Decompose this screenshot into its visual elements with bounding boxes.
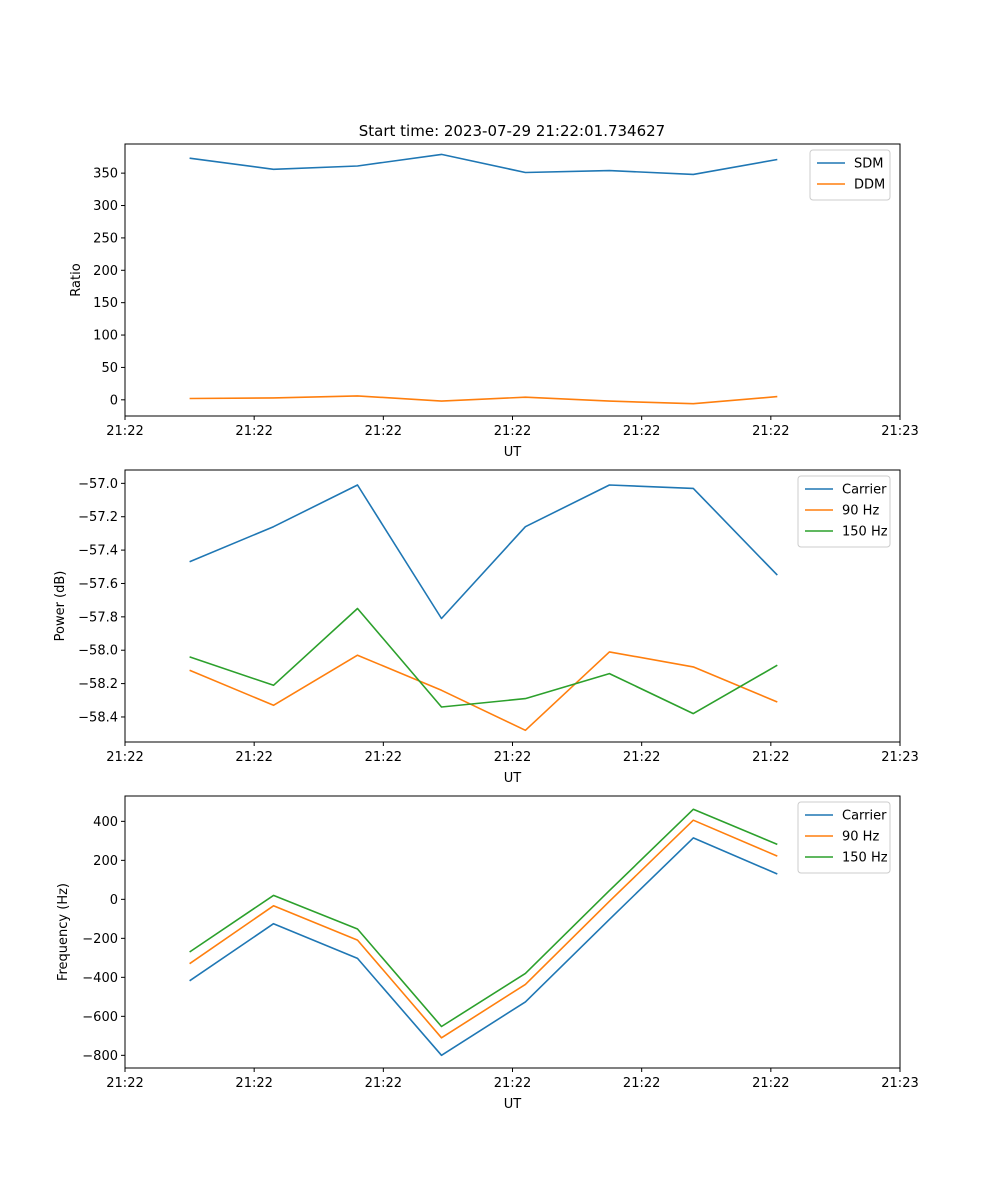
x-axis-label: UT <box>504 445 522 460</box>
y-tick-label: 0 <box>110 893 118 908</box>
figure-title: Start time: 2023-07-29 21:22:01.734627 <box>359 122 665 140</box>
x-tick-label: 21:23 <box>881 1076 918 1091</box>
y-axis-label: Ratio <box>69 263 84 296</box>
x-tick-label: 21:22 <box>106 424 143 439</box>
legend: SDM DDM <box>809 149 891 201</box>
x-tick-label: 21:22 <box>752 750 789 765</box>
series-line-carrier <box>189 484 778 620</box>
legend-label: Carrier <box>842 483 887 498</box>
legend-label: 150 Hz <box>842 851 888 866</box>
legend: Carrier 90 Hz 150 Hz <box>797 801 891 874</box>
y-axis-label: Frequency (Hz) <box>56 883 71 981</box>
x-tick-label: 21:23 <box>881 750 918 765</box>
x-tick-label: 21:23 <box>881 424 918 439</box>
legend-label: 90 Hz <box>842 504 879 519</box>
x-tick-label: 21:22 <box>494 750 531 765</box>
y-tick-label: 300 <box>93 199 118 214</box>
x-tick-label: 21:22 <box>235 750 272 765</box>
x-tick-label: 21:22 <box>106 750 143 765</box>
y-tick-label: 400 <box>93 815 118 830</box>
x-tick-label: 21:22 <box>752 424 789 439</box>
y-tick-label: −57.2 <box>78 510 118 525</box>
legend-label: SDM <box>854 157 883 172</box>
axes-frame <box>124 469 901 743</box>
subplot-2: 21:22 21:22 21:22 21:22 21:22 21:22 21:23 −58.4… <box>53 469 919 786</box>
y-tick-label: −57.8 <box>78 610 118 625</box>
y-tick-label: −400 <box>82 971 118 986</box>
legend-label: 90 Hz <box>842 830 879 845</box>
x-tick-label: 21:22 <box>106 1076 143 1091</box>
series-line-sdm <box>189 153 778 176</box>
y-tick-label: −58.0 <box>78 644 118 659</box>
y-tick-label: −800 <box>82 1049 118 1064</box>
series-line-ddm <box>189 395 778 405</box>
y-tick-label: −57.0 <box>78 477 118 492</box>
x-tick-label: 21:22 <box>365 424 402 439</box>
legend-label: Carrier <box>842 809 887 824</box>
legend-label: DDM <box>854 178 885 193</box>
y-tick-label: −57.6 <box>78 577 118 592</box>
subplot-1: 21:22 21:22 21:22 21:22 21:22 21:22 21:23 0 50 10… <box>69 143 919 460</box>
y-tick-label: −200 <box>82 932 118 947</box>
x-tick-label: 21:22 <box>494 424 531 439</box>
y-tick-label: −57.4 <box>78 544 118 559</box>
x-tick-label: 21:22 <box>235 424 272 439</box>
y-tick-label: −58.2 <box>78 677 118 692</box>
y-tick-label: 100 <box>93 329 118 344</box>
y-tick-label: 50 <box>101 361 118 376</box>
series-line-150-hz <box>189 808 778 1028</box>
y-tick-label: 250 <box>93 231 118 246</box>
x-tick-label: 21:22 <box>235 1076 272 1091</box>
y-tick-label: 200 <box>93 264 118 279</box>
plots-container: 21:22 21:22 21:22 21:22 21:22 21:22 21:23 0 50 10… <box>53 143 919 1112</box>
legend-box <box>797 801 891 874</box>
x-tick-label: 21:22 <box>365 750 402 765</box>
series-line-90-hz <box>189 651 778 732</box>
series-line-90-hz <box>189 819 778 1039</box>
x-tick-label: 21:22 <box>623 424 660 439</box>
y-tick-label: 0 <box>110 393 118 408</box>
y-axis-label: Power (dB) <box>53 571 68 642</box>
subplot-3: 21:22 21:22 21:22 21:22 21:22 21:22 21:23 −800 −… <box>56 795 919 1112</box>
x-tick-label: 21:22 <box>623 1076 660 1091</box>
series-line-150-hz <box>189 607 778 715</box>
y-tick-label: 200 <box>93 854 118 869</box>
legend: Carrier 90 Hz 150 Hz <box>797 475 891 548</box>
y-tick-label: −600 <box>82 1010 118 1025</box>
y-tick-label: 150 <box>93 296 118 311</box>
x-axis-label: UT <box>504 1097 522 1112</box>
y-tick-label: −58.4 <box>78 710 118 725</box>
legend-label: 150 Hz <box>842 525 888 540</box>
axes-frame <box>124 143 901 417</box>
x-tick-label: 21:22 <box>365 1076 402 1091</box>
x-tick-label: 21:22 <box>623 750 660 765</box>
y-tick-label: 350 <box>93 167 118 182</box>
x-tick-label: 21:22 <box>494 1076 531 1091</box>
x-axis-label: UT <box>504 771 522 786</box>
legend-box <box>797 475 891 548</box>
series-line-carrier <box>189 837 778 1057</box>
x-tick-label: 21:22 <box>752 1076 789 1091</box>
axes-frame <box>124 795 901 1069</box>
